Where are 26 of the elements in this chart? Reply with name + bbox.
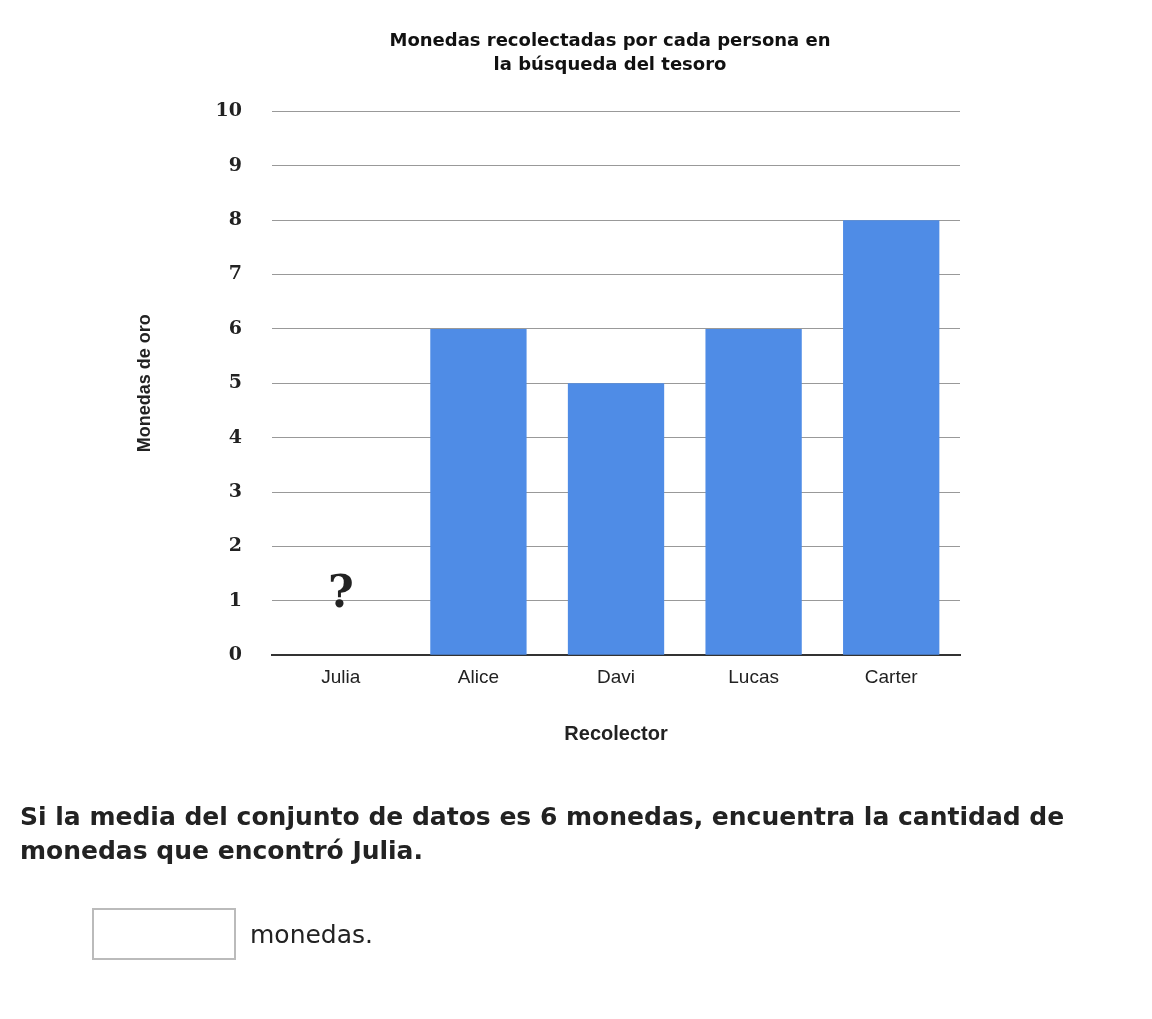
x-tick-label: Alice	[457, 665, 500, 687]
x-tick-label: Carter	[864, 665, 919, 687]
y-tick-label: 0	[228, 642, 243, 665]
annotation: ?	[327, 565, 354, 617]
text: monedas.	[250, 919, 374, 949]
x-tick-label: Davi	[597, 665, 636, 687]
y-tick-label: 7	[228, 261, 243, 284]
x-tick-label: Julia	[321, 665, 361, 687]
y-axis-title: Monedas de oro	[133, 314, 154, 453]
y-tick-label: 2	[228, 533, 243, 556]
y-tick-label: 4	[228, 424, 243, 447]
y-tick-label: 8	[228, 207, 243, 230]
x-tick-label: Lucas	[728, 665, 779, 687]
y-tick-label: 10	[215, 98, 243, 121]
y-tick-label: 6	[228, 315, 243, 338]
y-tick-label: 5	[228, 370, 243, 393]
x-axis-title: Recolector	[564, 721, 668, 744]
y-tick-label: 3	[228, 479, 243, 501]
y-tick-label: 1	[228, 587, 243, 610]
chart-title: Monedas recolectadas por cada persona en la búsqueda del tesoro	[388, 28, 832, 76]
bar	[430, 328, 527, 655]
bar	[843, 220, 940, 655]
y-tick-label: 9	[228, 152, 243, 175]
bar	[567, 383, 665, 655]
text: Si la media del conjunto de datos es 6 monedas, encuentra la cantidad de monedas que encontró Julia.	[20, 801, 1066, 867]
bar	[705, 328, 802, 655]
